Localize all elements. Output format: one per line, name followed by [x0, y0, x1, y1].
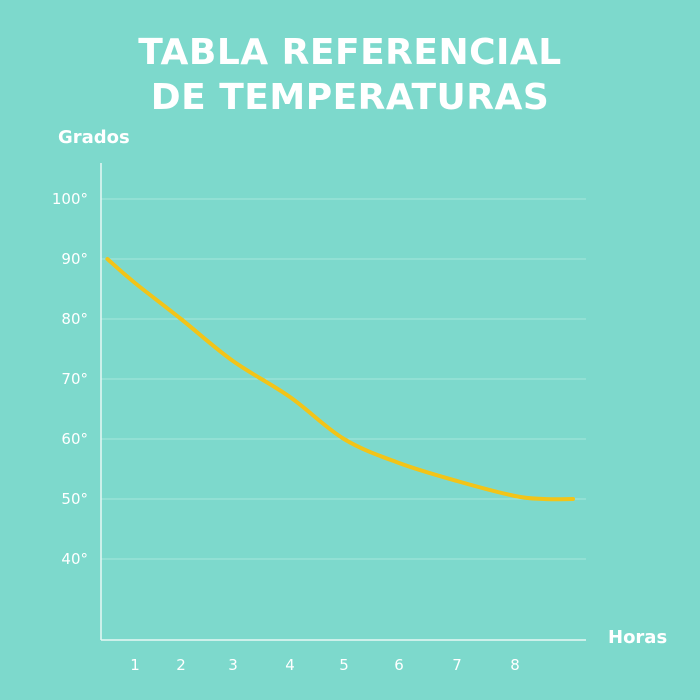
y-tick-labels: 100° 90° 80° 70° 60° 50° 40°: [52, 190, 88, 568]
chart-title-line-1: TABLA REFERENCIAL: [138, 32, 562, 73]
temperature-line: [105, 257, 575, 502]
x-tick-label: 3: [228, 656, 238, 674]
y-tick-label: 70°: [61, 370, 88, 388]
chart-title: TABLA REFERENCIAL DE TEMPERATURAS: [0, 30, 700, 120]
x-tick-label: 7: [452, 656, 462, 674]
gridlines: [101, 198, 586, 560]
y-axis-label: Grados: [58, 127, 130, 148]
y-tick-label: 100°: [52, 190, 88, 208]
y-tick-label: 50°: [61, 490, 88, 508]
x-tick-labels: 1 2 3 4 5 6 7 8: [130, 656, 520, 674]
y-tick-label: 40°: [61, 550, 88, 568]
series-group: [105, 257, 575, 502]
y-tick-label: 60°: [61, 430, 88, 448]
x-tick-label: 8: [510, 656, 520, 674]
x-axis-label: Horas: [608, 627, 668, 648]
x-tick-label: 2: [176, 656, 186, 674]
chart-title-line-2: DE TEMPERATURAS: [150, 77, 550, 118]
y-tick-label: 90°: [61, 250, 88, 268]
x-tick-label: 6: [394, 656, 404, 674]
x-tick-label: 1: [130, 656, 140, 674]
x-tick-label: 4: [285, 656, 295, 674]
y-tick-label: 80°: [61, 310, 88, 328]
x-tick-label: 5: [339, 656, 349, 674]
